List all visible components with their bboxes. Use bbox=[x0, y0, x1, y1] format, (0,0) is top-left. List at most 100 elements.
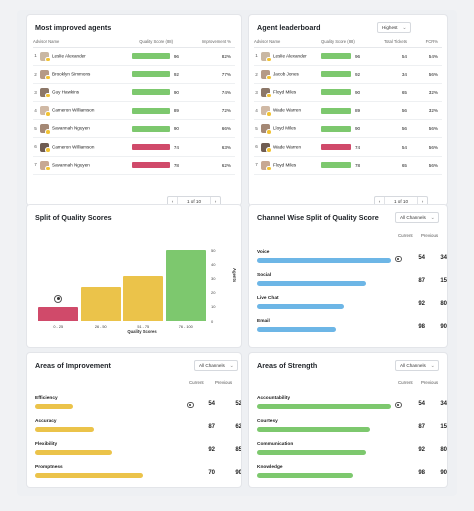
score-value: 74 bbox=[355, 144, 361, 150]
table-row[interactable]: 6 Wade Warren 74 54 56% bbox=[254, 137, 442, 157]
table-row[interactable]: 3 Floyd Miles 90 65 32% bbox=[254, 83, 442, 103]
strength-areas-card: Areas of Strength All Channels ⌄ Current… bbox=[249, 353, 447, 487]
score-bar bbox=[131, 125, 170, 132]
improvement-areas-card: Areas of Improvement All Channels ⌄ Curr… bbox=[27, 353, 241, 487]
col-total-tickets[interactable]: Total Tickets bbox=[371, 36, 411, 48]
metric-label: Promptness bbox=[35, 465, 63, 470]
metric-row[interactable]: Knowledge 98 90 bbox=[257, 465, 447, 479]
previous-value: 15 bbox=[440, 278, 447, 284]
metric-label: Voice bbox=[257, 250, 270, 255]
advisor-name[interactable]: Leslie Alexander bbox=[273, 53, 307, 59]
channel-filter-dropdown[interactable]: All Channels ⌄ bbox=[395, 212, 439, 223]
advisor-cell: 5 Lloyd Miles bbox=[254, 119, 321, 139]
col-advisor-name[interactable]: Advisor Name bbox=[33, 36, 118, 48]
metric-row[interactable]: Voice 54 34 bbox=[257, 250, 447, 264]
table-row[interactable]: 7 Savannah Nguyen 78 62% bbox=[33, 156, 235, 175]
table-row[interactable]: 5 Savannah Nguyen 90 66% bbox=[33, 119, 235, 139]
location-pin-icon[interactable] bbox=[395, 401, 402, 408]
leaderboard-sort-dropdown[interactable]: Highest ⌄ bbox=[377, 22, 411, 33]
bar-26-50[interactable] bbox=[80, 286, 121, 321]
table-row[interactable]: 2 Brooklyn Simmons 92 77% bbox=[33, 65, 235, 84]
prev-page-button[interactable]: ‹ bbox=[168, 197, 178, 205]
location-pin-icon[interactable] bbox=[54, 294, 63, 303]
score-value: 89 bbox=[355, 108, 361, 114]
advisor-name[interactable]: Floyd Miles bbox=[273, 162, 297, 168]
metric-row[interactable]: Communication 92 80 bbox=[257, 442, 447, 456]
dropdown-value: All Channels bbox=[199, 363, 225, 368]
col-quality-score[interactable]: Quality Score (88) bbox=[118, 36, 183, 48]
y-tick-label: 10 bbox=[211, 304, 216, 310]
advisor-name[interactable]: Cameron Williamson bbox=[52, 107, 95, 113]
previous-value: 80 bbox=[440, 301, 447, 307]
location-pin-icon[interactable] bbox=[187, 401, 194, 408]
advisor-name[interactable]: Savannah Nguyen bbox=[52, 162, 90, 168]
metric-row[interactable]: Accuracy 87 62 bbox=[35, 419, 241, 433]
table-row[interactable]: 3 Guy Hawkins 90 74% bbox=[33, 83, 235, 103]
improvement-filter-dropdown[interactable]: All Channels ⌄ bbox=[194, 360, 238, 371]
advisor-name[interactable]: Leslie Alexander bbox=[52, 53, 86, 59]
advisor-name[interactable]: Wade Warren bbox=[273, 107, 301, 113]
most-improved-rows: 1 Leslie Alexander 96 82% 2 Brooklyn Simmo… bbox=[33, 47, 235, 175]
metric-row[interactable]: Social 87 15 bbox=[257, 273, 447, 287]
advisor-name[interactable]: Guy Hawkins bbox=[52, 89, 80, 95]
dropdown-value: All Channels bbox=[400, 215, 426, 220]
col-quality-score[interactable]: Quality Score (88) bbox=[321, 36, 371, 48]
advisor-name[interactable]: Brooklyn Simmons bbox=[52, 71, 91, 77]
advisor-name[interactable]: Savannah Nguyen bbox=[52, 126, 90, 132]
table-row[interactable]: 5 Lloyd Miles 90 56 56% bbox=[254, 119, 442, 139]
score-bar bbox=[321, 53, 351, 60]
table-row[interactable]: 4 Wade Warren 89 56 32% bbox=[254, 101, 442, 121]
quality-split-title: Split of Quality Scores bbox=[35, 213, 112, 222]
table-row[interactable]: 1 Leslie Alexander 96 82% bbox=[33, 47, 235, 66]
col-fcr[interactable]: FCR% bbox=[411, 36, 442, 48]
metric-label: Live Chat bbox=[257, 296, 279, 301]
score-cell: 90 bbox=[321, 83, 371, 103]
metric-row[interactable]: Live Chat 92 80 bbox=[257, 296, 447, 310]
metric-row[interactable]: Promptness 70 90 bbox=[35, 465, 241, 479]
score-value: 74 bbox=[173, 144, 179, 150]
col-improvement[interactable]: Improvement % bbox=[183, 36, 235, 48]
bar-76-100[interactable] bbox=[165, 250, 206, 321]
bar-0-25[interactable] bbox=[38, 306, 79, 321]
table-row[interactable]: 1 Leslie Alexander 96 54 54% bbox=[254, 47, 442, 66]
current-value: 87 bbox=[208, 424, 215, 430]
metric-row[interactable]: Email 98 90 bbox=[257, 319, 447, 333]
prev-page-button[interactable]: ‹ bbox=[375, 197, 385, 205]
location-pin-icon[interactable] bbox=[395, 255, 402, 262]
score-bar bbox=[131, 71, 170, 78]
metric-row[interactable]: Efficiency 54 52 bbox=[35, 396, 241, 410]
table-row[interactable]: 2 Jacob Jones 92 34 56% bbox=[254, 65, 442, 84]
table-row[interactable]: 6 Cameron Williamson 74 63% bbox=[33, 137, 235, 157]
metric-label: Courtesy bbox=[257, 419, 278, 424]
metric-row[interactable]: Flexibility 92 85 bbox=[35, 442, 241, 456]
score-cell: 89 bbox=[321, 101, 371, 121]
current-value: 54 bbox=[208, 401, 215, 407]
next-page-button[interactable]: › bbox=[210, 197, 220, 205]
score-value: 90 bbox=[173, 126, 179, 132]
advisor-cell: 5 Savannah Nguyen bbox=[33, 119, 118, 139]
metric-row[interactable]: Accountability 54 34 bbox=[257, 396, 447, 410]
improvement-cell: 72% bbox=[183, 101, 235, 121]
table-row[interactable]: 4 Cameron Williamson 89 72% bbox=[33, 101, 235, 121]
current-value: 87 bbox=[418, 424, 425, 430]
advisor-name[interactable]: Cameron Williamson bbox=[52, 144, 95, 150]
previous-header: Previous bbox=[421, 380, 439, 385]
metric-label: Communication bbox=[257, 442, 294, 447]
score-cell: 74 bbox=[118, 137, 183, 157]
quality-split-card: Split of Quality Scores 0 - 25 26 - 50 51 … bbox=[27, 205, 241, 347]
advisor-name[interactable]: Wade Warren bbox=[273, 144, 301, 150]
advisor-name[interactable]: Jacob Jones bbox=[273, 71, 299, 77]
fcr-cell: 56% bbox=[411, 65, 442, 84]
strength-filter-dropdown[interactable]: All Channels ⌄ bbox=[395, 360, 439, 371]
avatar bbox=[40, 51, 51, 63]
advisor-name[interactable]: Lloyd Miles bbox=[273, 126, 296, 132]
table-row[interactable]: 7 Floyd Miles 78 65 56% bbox=[254, 156, 442, 175]
advisor-name[interactable]: Floyd Miles bbox=[273, 89, 297, 95]
next-page-button[interactable]: › bbox=[417, 197, 427, 205]
avatar bbox=[40, 87, 51, 99]
bar-51-75[interactable] bbox=[123, 275, 164, 321]
col-advisor-name[interactable]: Advisor Name bbox=[254, 36, 321, 48]
metric-row[interactable]: Courtesy 87 15 bbox=[257, 419, 447, 433]
rank-number: 1 bbox=[255, 53, 258, 59]
score-cell: 92 bbox=[321, 65, 371, 84]
